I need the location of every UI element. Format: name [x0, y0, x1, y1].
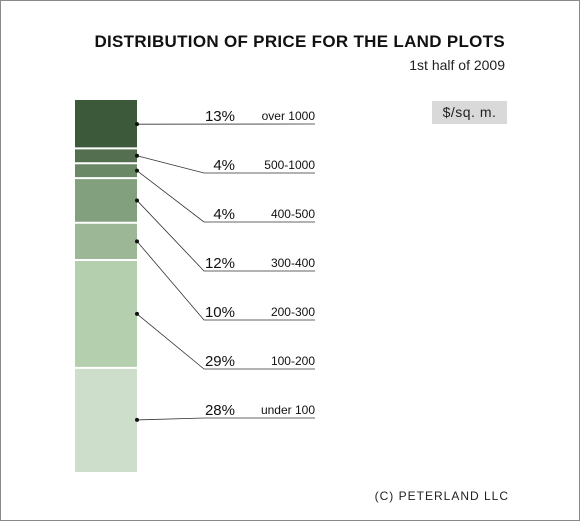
- leader-dot-100-200: [135, 311, 139, 316]
- percent-label-300-400: 12%: [205, 255, 235, 272]
- bar-segment-200-300: [75, 222, 137, 260]
- copyright-credit: (C) PETERLAND LLC: [374, 489, 509, 503]
- unit-badge: $/sq. m.: [432, 101, 507, 124]
- leader-dot-over-1000: [135, 122, 139, 127]
- leader-dot-under-100: [135, 417, 139, 422]
- percent-label-100-200: 29%: [205, 353, 235, 370]
- category-label-under-100: under 100: [261, 403, 315, 417]
- percent-label-200-300: 10%: [205, 304, 235, 321]
- percent-label-500-1000: 4%: [213, 157, 235, 174]
- leader-line-300-400: [136, 200, 315, 272]
- category-label-over-1000: over 1000: [262, 109, 316, 123]
- bar-segment-under-100: [75, 367, 137, 472]
- leader-line-200-300: [136, 241, 315, 321]
- leader-line-500-1000: [136, 155, 315, 174]
- bar-segment-500-1000: [75, 148, 137, 164]
- chart-subtitle: 1st half of 2009: [409, 57, 505, 73]
- category-label-500-1000: 500-1000: [264, 158, 315, 172]
- leader-dot-400-500: [135, 168, 139, 173]
- category-label-100-200: 100-200: [271, 354, 315, 368]
- bar-segment-over-1000: [75, 100, 137, 149]
- bar-segment-400-500: [75, 163, 137, 179]
- chart-title: DISTRIBUTION OF PRICE FOR THE LAND PLOTS: [94, 32, 505, 51]
- bar-segment-100-200: [75, 259, 137, 368]
- leader-line-400-500: [136, 170, 315, 223]
- category-label-300-400: 300-400: [271, 256, 315, 270]
- percent-label-over-1000: 13%: [205, 108, 235, 125]
- leader-line-100-200: [136, 313, 315, 370]
- bar-segment-300-400: [75, 178, 137, 223]
- leader-dot-500-1000: [135, 153, 139, 158]
- leader-dot-300-400: [135, 198, 139, 203]
- leader-dot-200-300: [135, 239, 139, 244]
- percent-label-under-100: 28%: [205, 402, 235, 419]
- percent-label-400-500: 4%: [213, 206, 235, 223]
- leader-line-under-100: [136, 417, 315, 421]
- category-label-400-500: 400-500: [271, 207, 315, 221]
- category-label-200-300: 200-300: [271, 305, 315, 319]
